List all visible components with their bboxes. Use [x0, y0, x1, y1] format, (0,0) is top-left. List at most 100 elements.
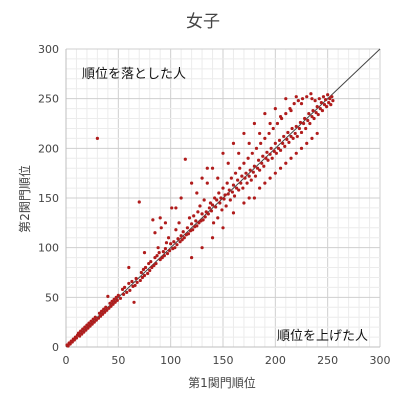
data-point [216, 216, 220, 220]
data-point [309, 92, 313, 96]
data-point [120, 287, 125, 291]
data-point [286, 130, 290, 135]
data-point [232, 194, 237, 198]
data-point [106, 294, 110, 298]
data-point [305, 141, 309, 145]
data-point [253, 174, 258, 178]
data-point [153, 231, 157, 235]
data-point [237, 151, 241, 155]
data-point [251, 170, 255, 174]
data-point [244, 171, 248, 175]
data-point [299, 130, 304, 135]
data-point [235, 186, 239, 190]
data-point [88, 324, 92, 328]
data-point [121, 292, 126, 296]
data-point [180, 238, 184, 242]
data-point [162, 254, 166, 258]
data-point [233, 171, 238, 175]
data-point [157, 251, 161, 255]
data-point [141, 267, 146, 272]
data-point [143, 265, 148, 270]
data-point [325, 105, 329, 109]
data-point [293, 131, 297, 136]
data-point [217, 191, 221, 195]
data-point [66, 344, 70, 348]
data-point [218, 201, 222, 205]
data-point [242, 201, 246, 205]
data-point [195, 191, 199, 195]
data-point [101, 312, 105, 316]
data-point [268, 152, 272, 156]
data-point [226, 161, 230, 165]
data-point [312, 116, 316, 121]
data-point [183, 157, 187, 161]
data-point [97, 311, 102, 315]
data-point [178, 240, 182, 244]
data-point [161, 250, 165, 254]
data-point [219, 196, 223, 200]
data-point [92, 320, 96, 324]
data-point [327, 101, 331, 105]
data-point [268, 176, 272, 180]
data-point [284, 161, 288, 165]
data-point [252, 164, 256, 168]
data-point [298, 120, 303, 125]
data-point [310, 97, 314, 101]
data-point [242, 161, 246, 165]
x-tick-label: 250 [317, 354, 338, 367]
data-point [166, 236, 171, 240]
data-point [308, 121, 312, 126]
data-point [207, 206, 211, 210]
data-point [102, 307, 106, 311]
data-point [307, 111, 311, 116]
data-point [176, 237, 180, 241]
data-point [203, 215, 207, 219]
data-point [202, 198, 206, 202]
data-point [299, 146, 304, 150]
annotation-lower-right: 順位を上げた人 [277, 329, 368, 344]
data-point [270, 156, 274, 160]
data-point [263, 111, 267, 116]
y-tick-label: 250 [38, 93, 59, 106]
axis-layer [65, 49, 380, 348]
data-point [274, 151, 278, 155]
data-point [149, 259, 153, 264]
data-point [139, 270, 143, 275]
data-point [241, 186, 245, 190]
data-point [205, 166, 209, 170]
data-point [320, 108, 325, 113]
data-point [107, 306, 111, 310]
data-point [268, 121, 272, 126]
x-tick-label: 150 [213, 354, 234, 367]
data-point [68, 342, 72, 346]
data-point [214, 205, 218, 209]
data-point [83, 325, 87, 329]
data-point [125, 290, 129, 294]
data-point [275, 121, 280, 126]
data-point [179, 234, 183, 238]
data-point [170, 206, 174, 210]
data-point [82, 330, 86, 334]
data-point [158, 216, 162, 220]
data-point [266, 158, 270, 162]
data-point [282, 134, 286, 139]
data-point [254, 146, 259, 150]
data-point [134, 276, 138, 281]
data-point [213, 196, 217, 200]
data-point [192, 214, 196, 218]
annotation-upper-left: 順位を落とした人 [82, 67, 186, 82]
data-point [294, 124, 298, 129]
data-point [228, 198, 232, 202]
data-point [238, 166, 242, 170]
data-point [195, 224, 199, 228]
chart-title: 女子 [186, 12, 220, 32]
data-point [191, 228, 195, 232]
data-point [198, 204, 202, 208]
data-point [248, 168, 252, 172]
data-point [168, 249, 172, 253]
data-point [74, 336, 79, 340]
data-point [259, 141, 263, 145]
data-point [147, 261, 151, 266]
data-point [229, 176, 233, 180]
